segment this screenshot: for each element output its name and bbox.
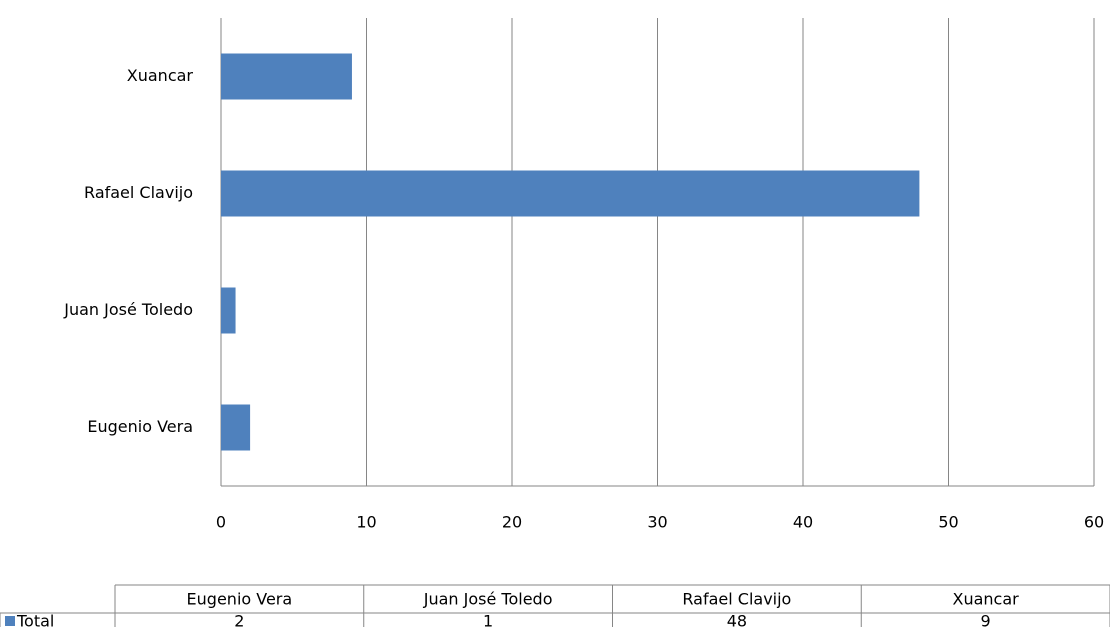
y-tick-label: Juan José Toledo [63,300,193,319]
table-cell: 1 [483,612,493,627]
bar [221,53,352,100]
x-tick-label: 50 [938,513,958,532]
table-cell: 2 [234,612,244,627]
table-header: Juan José Toledo [423,590,553,609]
table-cell: 48 [727,612,747,627]
y-tick-label: Eugenio Vera [87,417,193,436]
x-tick-label: 40 [793,513,813,532]
x-tick-label: 20 [502,513,522,532]
x-tick-label: 30 [647,513,667,532]
table-header: Rafael Clavijo [682,590,791,609]
x-tick-label: 10 [356,513,376,532]
x-tick-label: 0 [216,513,226,532]
y-tick-label: Rafael Clavijo [84,183,193,202]
table-header: Eugenio Vera [187,590,293,609]
x-tick-label: 60 [1084,513,1104,532]
y-tick-label: Xuancar [127,66,194,85]
legend-label: Total [16,612,54,627]
table-cell: 9 [981,612,991,627]
bar [221,404,251,451]
bar [221,170,920,217]
bar [221,287,236,334]
table-header: Xuancar [953,590,1020,609]
legend-key [5,616,15,626]
